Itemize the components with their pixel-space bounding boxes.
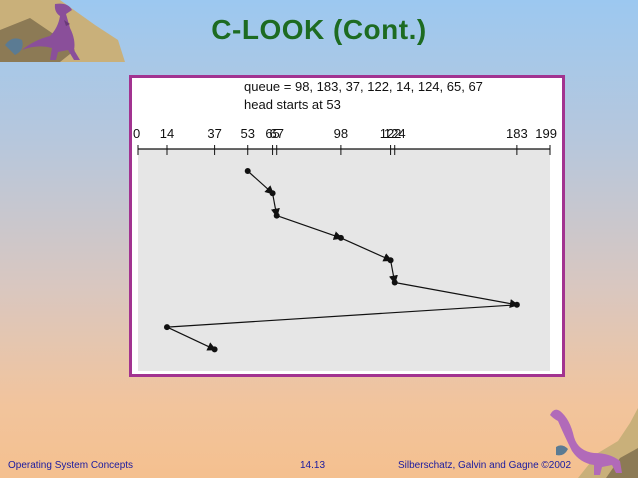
request-point-98: [337, 234, 344, 241]
path-segment-53-to-65: [247, 170, 275, 195]
queue-label: queue = 98, 183, 37, 122, 14, 124, 65, 6…: [244, 79, 483, 94]
path-segment-67-to-98: [276, 215, 343, 240]
request-point-183: [513, 301, 520, 308]
path-segment-122-to-124: [389, 260, 398, 285]
tick-label-122: 122: [380, 126, 402, 141]
request-point-122: [387, 257, 394, 264]
tick-label-37: 37: [207, 126, 221, 141]
plot-area: [138, 149, 550, 371]
request-point-53: [244, 168, 251, 174]
request-point-37: [211, 346, 218, 353]
dinosaur-illustration-top-left: [0, 0, 125, 62]
tick-label-183: 183: [506, 126, 528, 141]
tick-marks: [137, 145, 551, 155]
tick-label-0: 0: [133, 126, 140, 141]
path-segment-183-to-14: [166, 304, 517, 328]
tick-label-14: 14: [160, 126, 174, 141]
head-start-label: head starts at 53: [244, 97, 341, 112]
tick-label-67: 67: [269, 126, 283, 141]
tick-label-53: 53: [240, 126, 254, 141]
footer-page-number: 14.13: [300, 460, 326, 471]
tick-label-124: 124: [384, 126, 406, 141]
path-segment-65-to-67: [271, 193, 280, 218]
footer-book-title: Operating System Concepts: [8, 460, 134, 471]
path-segment-124-to-183: [394, 281, 519, 308]
request-point-14: [163, 324, 170, 331]
request-points: [163, 168, 520, 353]
clook-diagram: queue = 98, 183, 37, 122, 14, 124, 65, 6…: [133, 79, 557, 371]
request-point-65: [269, 190, 276, 197]
tick-label-98: 98: [334, 126, 348, 141]
tick-label-65: 65: [265, 126, 279, 141]
footer-authors: Silberschatz, Galvin and Gagne ©2002: [398, 460, 572, 471]
dinosaur-illustration-bottom-right: [550, 408, 638, 478]
path-segment-98-to-122: [340, 237, 393, 262]
figure-panel: queue = 98, 183, 37, 122, 14, 124, 65, 6…: [132, 78, 562, 374]
request-point-124: [391, 279, 398, 286]
request-point-67: [273, 212, 280, 219]
figure-frame: queue = 98, 183, 37, 122, 14, 124, 65, 6…: [129, 75, 565, 377]
path-segment-14-to-37: [166, 326, 217, 351]
tick-label-199: 199: [535, 126, 557, 141]
slide-title: C-LOOK (Cont.): [211, 14, 427, 45]
head-movement-path: [166, 170, 519, 351]
